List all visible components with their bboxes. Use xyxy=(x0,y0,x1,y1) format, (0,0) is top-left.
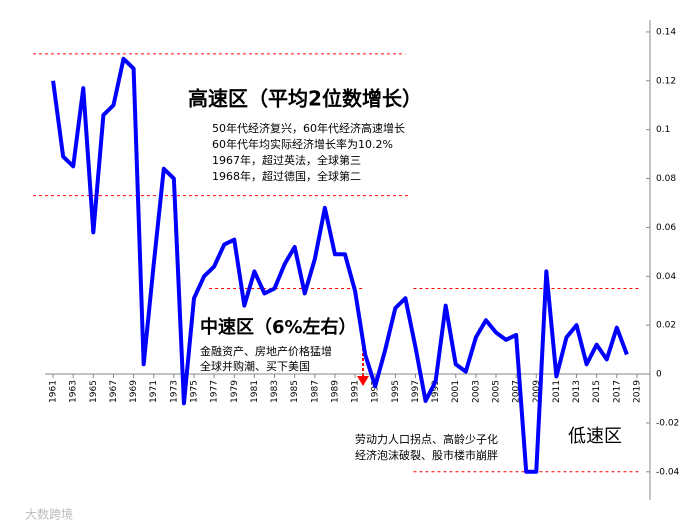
y-tick-label: 0.02 xyxy=(656,321,676,331)
x-tick-label: 1969 xyxy=(129,380,139,403)
y-tick-label: -0.02 xyxy=(656,418,679,428)
x-tick-label: 1963 xyxy=(69,380,79,403)
annotation-mid: 中速区（6%左右） xyxy=(200,316,357,338)
x-tick-label: 1985 xyxy=(290,380,300,403)
annotation-note: 全球并购潮、买下美国 xyxy=(200,359,310,373)
annotation-low: 低速区 xyxy=(568,426,622,447)
y-tick-label: 0.06 xyxy=(656,223,676,233)
annotation-note: 1968年，超过德国，全球第二 xyxy=(212,169,361,183)
annotation-note: 50年代经济复兴，60年代经济高速增长 xyxy=(212,121,405,135)
x-tick-label: 1981 xyxy=(250,380,260,403)
x-tick-label: 2019 xyxy=(632,380,642,403)
x-tick-label: 2001 xyxy=(451,380,461,403)
x-tick-label: 1975 xyxy=(190,380,200,403)
y-tick-label: 0 xyxy=(656,370,662,380)
annotation-note: 金融资产、房地产价格猛增 xyxy=(200,344,332,358)
x-tick-label: 1961 xyxy=(49,380,59,403)
y-tick-label: 0.12 xyxy=(656,76,676,86)
x-tick-label: 2009 xyxy=(532,380,542,403)
arrow-head xyxy=(357,376,369,386)
x-tick-label: 2017 xyxy=(612,380,622,403)
x-tick-label: 1979 xyxy=(230,380,240,403)
annotation-high: 高速区（平均2位数增长） xyxy=(188,87,422,111)
x-tick-label: 1971 xyxy=(149,380,159,403)
x-tick-label: 1989 xyxy=(330,380,340,403)
x-tick-label: 1977 xyxy=(210,380,220,403)
x-tick-label: 1967 xyxy=(109,380,119,403)
y-tick-label: 0.14 xyxy=(656,27,676,37)
x-tick-label: 1987 xyxy=(310,380,320,403)
x-tick-label: 2011 xyxy=(552,380,562,403)
x-tick-label: 2015 xyxy=(592,380,602,403)
annotation-note: 1967年，超过英法，全球第三 xyxy=(212,153,361,167)
data-line xyxy=(51,56,629,474)
y-tick-label: -0.04 xyxy=(656,467,680,477)
y-tick-label: 0.08 xyxy=(656,174,676,184)
x-tick-label: 1973 xyxy=(169,380,179,403)
y-tick-label: 0.1 xyxy=(656,125,670,135)
x-tick-label: 1993 xyxy=(371,380,381,403)
x-tick-label: 1995 xyxy=(391,380,401,403)
annotation-note: 经济泡沫破裂、股市楼市崩胖 xyxy=(355,448,498,462)
x-tick-label: 2003 xyxy=(471,380,481,403)
x-tick-label: 1997 xyxy=(411,380,421,403)
annotation-note: 60年代年均实际经济增长率为10.2% xyxy=(212,137,393,151)
watermark: 大数跨境 xyxy=(25,507,73,522)
annotation-note: 劳动力人口拐点、高龄少子化 xyxy=(355,432,498,446)
x-tick-label: 2005 xyxy=(492,380,502,403)
x-tick-label: 1983 xyxy=(270,380,280,403)
x-tick-label: 1991 xyxy=(351,380,361,403)
x-tick-label: 2007 xyxy=(512,380,522,403)
x-tick-label: 1999 xyxy=(431,380,441,403)
y-tick-label: 0.04 xyxy=(656,272,676,282)
x-tick-label: 2013 xyxy=(572,380,582,403)
x-tick-label: 1965 xyxy=(89,380,99,403)
